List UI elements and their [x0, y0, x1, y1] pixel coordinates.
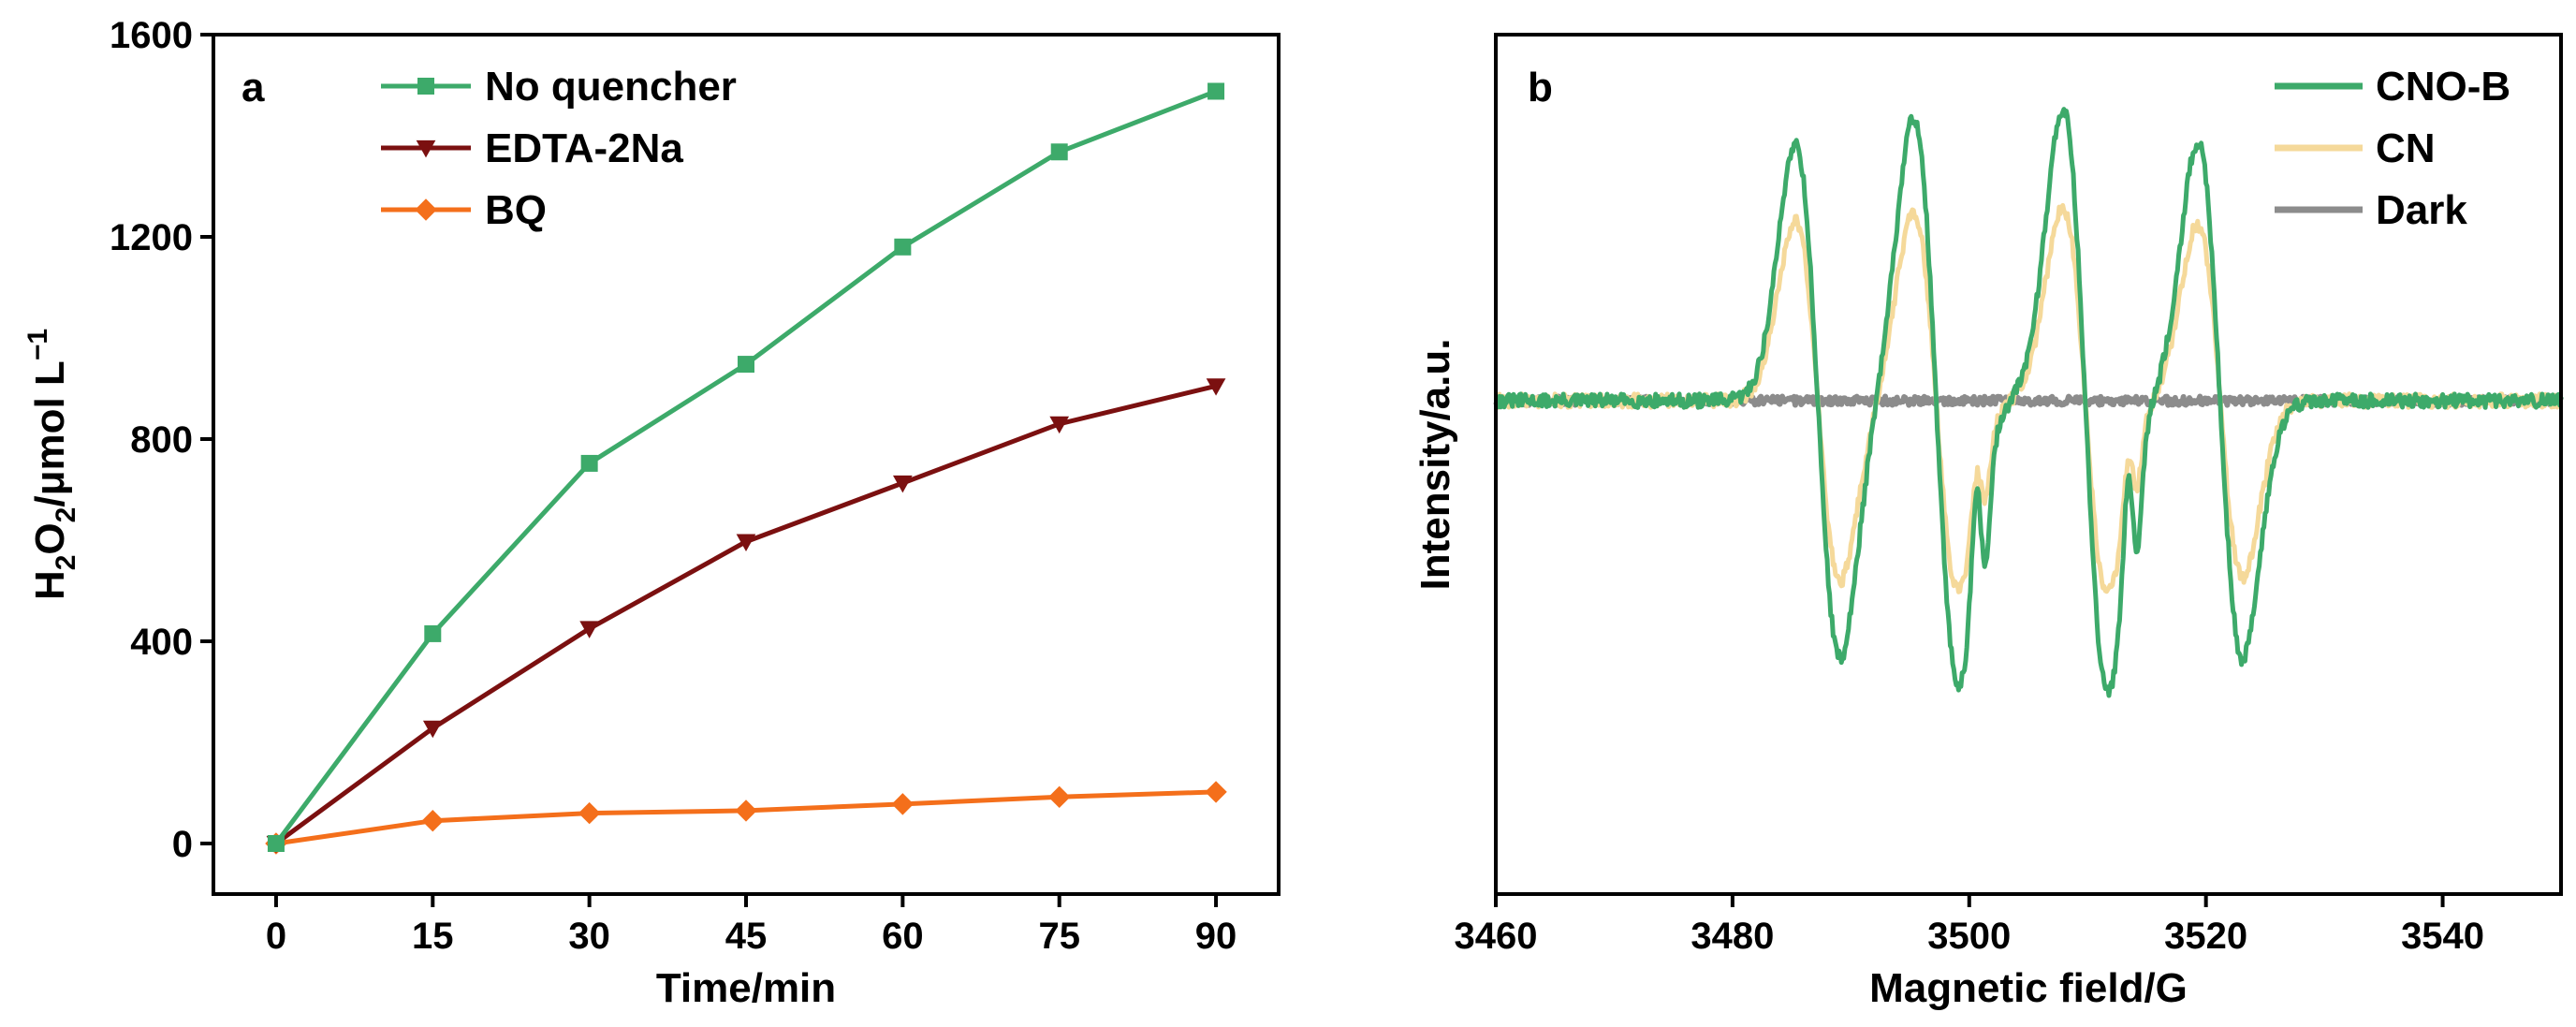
x-tick-label: 3520	[2164, 916, 2247, 957]
data-point	[578, 801, 601, 825]
series-line-CNO-B	[1493, 107, 2564, 698]
data-point	[1050, 143, 1068, 161]
legend-label: CNO-B	[2376, 64, 2510, 110]
x-tick-label: 75	[1038, 916, 1080, 957]
y-tick-label: 800	[130, 419, 193, 461]
legend-label: BQ	[485, 187, 547, 233]
data-point	[424, 624, 442, 642]
data-point	[1048, 785, 1071, 809]
legend-label: Dark	[2376, 187, 2467, 233]
legend-label: CN	[2376, 125, 2436, 171]
x-tick-label: 3480	[1690, 916, 1774, 957]
legend-marker	[416, 139, 436, 158]
y-tick-label: 400	[130, 622, 193, 663]
data-point	[1049, 416, 1070, 434]
x-tick-label: 3540	[2401, 916, 2484, 957]
x-tick-label: 3500	[1927, 916, 2011, 957]
x-tick-label: 60	[882, 916, 924, 957]
panel-a-y-ticks: 0 400 800 1200 1600	[110, 15, 213, 865]
panel-b-y-axis-label: Intensity/a.u.	[1412, 339, 1458, 591]
panel-a-x-axis-label: Time/min	[656, 965, 836, 1011]
legend-marker	[415, 198, 437, 221]
data-point	[736, 534, 756, 551]
panel-b: 3460 3480 3500 3520 3540 b Magnetic field/G …	[1412, 33, 2564, 1011]
data-point	[1208, 82, 1225, 100]
panel-b-legend: CNO-B CN Dark	[2275, 64, 2510, 233]
data-point	[267, 835, 285, 852]
legend-label: No quencher	[485, 64, 737, 110]
y-tick-label: 0	[172, 824, 193, 865]
panel-a: 0 15 30 45 60 75 90 0 400 800 1200 1600 a Time/min…	[22, 15, 1281, 1011]
panel-a-legend: No quencher EDTA-2Na BQ	[381, 64, 737, 233]
panel-b-label: b	[1528, 65, 1553, 110]
x-tick-label: 15	[412, 916, 454, 957]
x-tick-label: 0	[266, 916, 286, 957]
panel-a-label: a	[242, 65, 265, 110]
x-tick-label: 30	[568, 916, 610, 957]
data-point	[422, 720, 443, 739]
panel-b-x-axis-label: Magnetic field/G	[1869, 965, 2188, 1011]
panel-b-series	[1493, 107, 2564, 698]
data-point	[1205, 781, 1227, 803]
data-point	[1206, 378, 1226, 396]
data-point	[735, 800, 757, 822]
panel-a-y-axis-label: H2O2/μmol L−1	[22, 329, 81, 600]
x-tick-label: 3460	[1455, 916, 1538, 957]
panel-b-frame	[1494, 33, 2563, 896]
data-point	[421, 810, 444, 832]
x-tick-label: 45	[725, 916, 768, 957]
panel-a-series	[265, 82, 1227, 855]
panel-b-x-ticks: 3460 3480 3500 3520 3540	[1455, 894, 2484, 957]
data-point	[891, 793, 915, 815]
data-point	[580, 454, 598, 472]
y-tick-label: 1200	[110, 217, 193, 258]
panel-a-x-ticks: 0 15 30 45 60 75 90	[266, 894, 1237, 957]
x-tick-label: 90	[1195, 916, 1237, 957]
data-point	[894, 238, 912, 256]
legend-label: EDTA-2Na	[485, 125, 683, 171]
data-point	[579, 621, 599, 638]
legend-marker	[417, 78, 434, 95]
data-point	[893, 475, 913, 493]
data-point	[738, 356, 754, 374]
y-tick-label: 1600	[110, 15, 193, 56]
